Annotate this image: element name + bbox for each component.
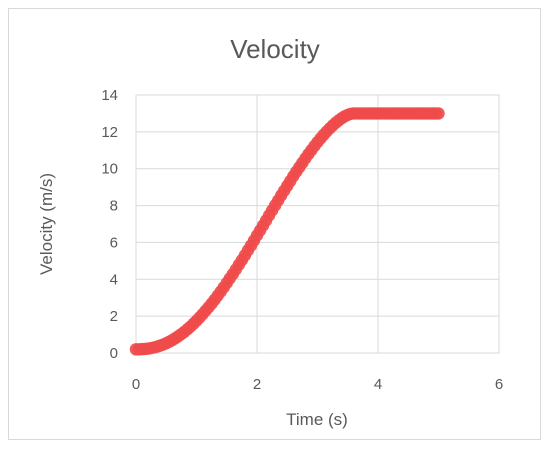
chart-frame: [8, 8, 541, 440]
y-tick-label: 12: [101, 124, 118, 141]
data-points: [129, 107, 445, 356]
tick-labels: 0 2 4 6 8 10 12 14 0 2 4 6: [101, 87, 503, 393]
y-tick-label: 0: [110, 345, 118, 362]
x-tick-label: 0: [132, 376, 140, 393]
y-tick-label: 8: [110, 198, 118, 215]
y-axis-title: Velocity (m/s): [37, 173, 56, 275]
y-tick-label: 14: [101, 87, 118, 104]
y-tick-label: 10: [101, 161, 118, 178]
x-tick-label: 2: [253, 376, 261, 393]
x-axis-title: Time (s): [286, 410, 348, 429]
x-tick-label: 6: [495, 376, 503, 393]
chart-title: Velocity: [230, 34, 320, 64]
data-point: [432, 107, 445, 120]
y-tick-label: 2: [110, 308, 118, 325]
y-tick-label: 6: [110, 234, 118, 251]
y-tick-label: 4: [110, 271, 118, 288]
x-tick-label: 4: [374, 376, 382, 393]
